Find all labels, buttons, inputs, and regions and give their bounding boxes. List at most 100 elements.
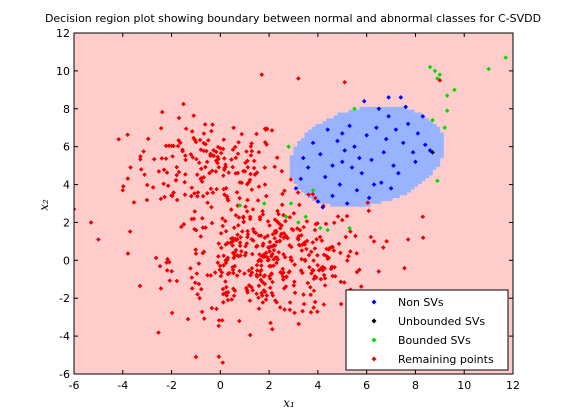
remaining-points-point-408 <box>288 244 294 250</box>
remaining-points-point-98 <box>159 109 165 115</box>
bounded-svs-point-19 <box>325 227 330 233</box>
bounded-svs-point-18 <box>310 187 316 193</box>
remaining-points-point-149 <box>213 158 219 164</box>
remaining-points-point-115 <box>144 197 150 203</box>
remaining-points-point-507 <box>230 238 236 244</box>
remaining-points-point-314 <box>354 251 360 256</box>
remaining-points-point-361 <box>268 263 274 269</box>
remaining-points-point-564 <box>338 279 344 285</box>
remaining-points-point-465 <box>287 300 293 305</box>
remaining-points-point-364 <box>223 228 229 234</box>
remaining-points-point-246 <box>267 285 273 291</box>
remaining-points-point-601 <box>120 187 126 193</box>
remaining-points-point-74 <box>237 195 242 201</box>
remaining-points-point-281 <box>246 268 252 273</box>
remaining-points-point-291 <box>257 217 263 222</box>
remaining-points-point-499 <box>274 218 280 224</box>
remaining-points-point-483 <box>331 220 337 226</box>
legend-markers <box>371 299 377 362</box>
remaining-points-point-63 <box>242 169 248 174</box>
remaining-points-point-563 <box>381 245 386 250</box>
normal-region-cell-31 <box>333 115 426 119</box>
remaining-points-point-325 <box>260 212 266 217</box>
remaining-points-point-559 <box>296 321 302 327</box>
remaining-points-point-584 <box>291 211 297 216</box>
normal-region-cell-14 <box>289 163 441 167</box>
remaining-points-point-35 <box>165 183 171 189</box>
remaining-points-point-461 <box>272 228 278 234</box>
remaining-points-point-485 <box>259 293 265 298</box>
non-svs-point-39 <box>357 155 362 161</box>
y-tick-label-6: 6 <box>63 141 70 154</box>
remaining-points-point-455 <box>260 241 266 246</box>
remaining-points-point-605 <box>220 360 226 365</box>
remaining-points-point-587 <box>287 243 292 248</box>
remaining-points-point-555 <box>301 292 306 297</box>
remaining-points-point-347 <box>245 290 250 295</box>
remaining-points-point-162 <box>207 170 212 176</box>
remaining-points-point-418 <box>193 247 198 252</box>
remaining-points-point-434 <box>231 286 236 292</box>
remaining-points-point-539 <box>290 227 296 233</box>
remaining-points-point-515 <box>261 288 267 293</box>
remaining-points-point-480 <box>251 229 257 235</box>
remaining-points-point-9 <box>196 160 202 166</box>
remaining-points-point-165 <box>204 159 210 165</box>
remaining-points-point-121 <box>245 158 250 164</box>
remaining-points-point-345 <box>198 234 204 239</box>
remaining-points-point-203 <box>179 224 184 230</box>
remaining-points-point-104 <box>248 144 254 149</box>
remaining-points-point-606 <box>193 354 199 360</box>
x-tick-label-8: 10 <box>457 379 471 392</box>
remaining-points-point-367 <box>248 272 253 278</box>
remaining-points-point-28 <box>158 196 164 202</box>
non-svs-point-48 <box>344 201 350 206</box>
remaining-points-point-11 <box>230 147 236 152</box>
remaining-points-point-279 <box>283 233 289 239</box>
remaining-points-point-533 <box>220 223 226 229</box>
remaining-points-point-532 <box>297 227 303 233</box>
remaining-points-point-333 <box>312 227 318 233</box>
normal-region-cell-26 <box>308 129 441 133</box>
remaining-points-point-125 <box>244 181 250 187</box>
remaining-points-point-212 <box>265 233 270 239</box>
normal-region-cell-15 <box>289 160 441 165</box>
remaining-points-point-143 <box>203 164 208 170</box>
remaining-points-point-163 <box>162 194 167 200</box>
remaining-points-point-244 <box>270 231 276 237</box>
remaining-points-point-426 <box>258 267 264 273</box>
remaining-points-point-517 <box>269 326 275 332</box>
axis-tick-labels: -6 -4 -2 0 2 4 6 8 10 12 -6 -4 -2 0 2 4 6 8 10 12 <box>56 27 520 392</box>
remaining-points-point-188 <box>216 323 221 329</box>
remaining-points-point-423 <box>217 267 223 273</box>
remaining-points-point-561 <box>267 239 273 245</box>
remaining-points-point-77 <box>201 131 207 136</box>
non-svs-point-45 <box>427 148 433 153</box>
remaining-points-point-593 <box>320 267 325 273</box>
remaining-points-point-231 <box>291 283 297 288</box>
remaining-points-point-400 <box>249 270 255 275</box>
remaining-points-point-502 <box>236 215 242 220</box>
remaining-points-point-285 <box>345 258 350 263</box>
remaining-points-point-6 <box>163 156 169 161</box>
remaining-points-point-269 <box>264 293 270 298</box>
remaining-points-point-444 <box>223 279 228 284</box>
normal-region-cell-1 <box>319 200 382 204</box>
remaining-points-point-384 <box>318 276 324 282</box>
normal-region-cell-28 <box>315 123 437 128</box>
y-axis-label: x₂ <box>37 199 51 211</box>
remaining-points-point-466 <box>267 249 272 254</box>
non-svs-point-47 <box>376 106 382 112</box>
y-tick-label-9: 12 <box>56 27 70 40</box>
bounded-svs-point-17 <box>288 201 294 206</box>
remaining-points-point-571 <box>292 279 297 285</box>
remaining-points-point-208 <box>354 269 360 275</box>
remaining-points-point-457 <box>215 254 221 259</box>
remaining-points-point-267 <box>215 260 221 265</box>
remaining-points-point-458 <box>221 263 226 268</box>
non-svs-point-1 <box>352 144 357 149</box>
remaining-points-point-227 <box>257 252 262 257</box>
remaining-points-point-396 <box>272 235 277 241</box>
remaining-points-point-609 <box>420 214 426 220</box>
remaining-points-point-120 <box>216 164 222 170</box>
